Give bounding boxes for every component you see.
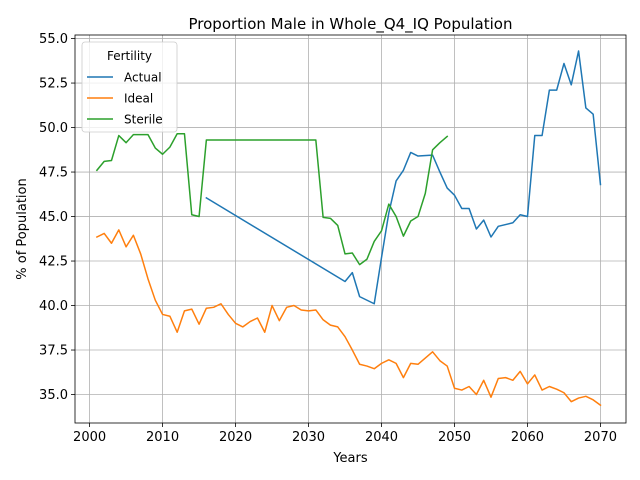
chart-title: Proportion Male in Whole_Q4_IQ Populatio… [189, 15, 513, 34]
legend-label-sterile: Sterile [124, 113, 163, 127]
y-tick-label: 40.0 [39, 299, 68, 314]
legend-items: Actual Ideal Sterile [87, 71, 163, 127]
x-tick-label: 2060 [511, 430, 544, 445]
x-tick-label: 2050 [438, 430, 471, 445]
y-tick-label: 35.0 [39, 388, 68, 403]
y-axis-ticks: 35.0 37.5 40.0 42.5 45.0 47.5 50.0 52.5 55.0 [39, 32, 75, 403]
series-line-ideal [95, 229, 602, 407]
series-line-sterile [95, 133, 449, 266]
y-tick-label: 50.0 [39, 121, 68, 136]
legend: Fertility Actual Ideal Sterile [81, 41, 178, 133]
y-tick-label: 42.5 [39, 255, 68, 270]
series-line-actual [205, 50, 602, 305]
legend-label-ideal: Ideal [124, 92, 153, 106]
plot-frame [74, 34, 627, 424]
y-tick-label: 37.5 [39, 344, 68, 359]
x-tick-label: 2070 [584, 430, 617, 445]
x-tick-label: 2030 [292, 430, 325, 445]
y-tick-label: 47.5 [39, 166, 68, 181]
series-lines [95, 50, 602, 407]
x-tick-label: 2000 [73, 430, 106, 445]
grid [75, 35, 626, 423]
y-axis-label: % of Population [15, 178, 30, 279]
x-axis-ticks: 2000 2010 2020 2030 2040 2050 2060 2070 [73, 423, 617, 445]
x-tick-label: 2020 [219, 430, 252, 445]
legend-label-actual: Actual [124, 71, 162, 85]
y-tick-label: 45.0 [39, 210, 68, 225]
x-tick-label: 2010 [146, 430, 179, 445]
legend-title: Fertility [107, 49, 152, 63]
x-axis-label: Years [332, 451, 368, 466]
x-tick-label: 2040 [365, 430, 398, 445]
y-tick-label: 52.5 [39, 77, 68, 92]
y-tick-label: 55.0 [39, 32, 68, 47]
legend-box [81, 41, 178, 133]
